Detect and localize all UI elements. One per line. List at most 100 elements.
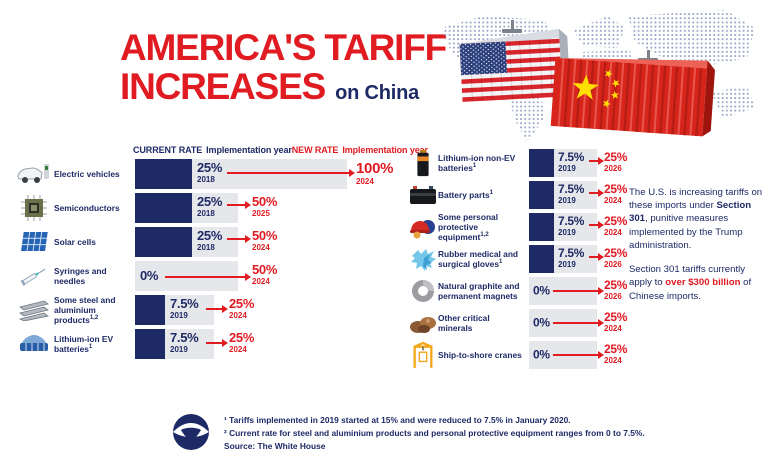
title-line2: INCREASES [120,66,326,108]
footnote-marker: 1 [88,344,93,351]
increase-arrow-icon [589,157,604,165]
footnote-marker: 1,2 [89,315,99,322]
new-rate-value: 50% [252,194,278,209]
row-label: Ship-to-shore cranes [438,349,522,360]
current-rate: 0% [533,285,550,298]
current-rate: 25% 2018 [197,161,222,184]
china-flag-container [550,57,715,137]
current-rate-value: 0% [533,347,550,362]
new-rate: 25% 2024 [229,331,254,354]
tariff-row: Solar cells 25% 2018 50% 2024 [14,227,398,257]
new-rate: 25% 2024 [604,343,627,365]
current-rate-value: 7.5% [558,182,585,196]
new-rate-value: 25% [604,150,628,164]
increase-arrow-icon [227,169,355,177]
current-rate: 7.5% 2019 [558,151,584,173]
current-rate-value: 7.5% [558,246,585,260]
current-rate-fill [135,295,165,325]
new-impl-year-header: Implementation year [342,145,428,155]
current-rate-fill [135,227,192,257]
side-note: The U.S. is increasing tariffs on these … [629,186,765,314]
footnote-1: ¹ Tariffs implemented in 2019 started at… [224,415,571,425]
new-rate: 25% 2024 [604,183,627,205]
row-label: Natural graphite and permanent magnets [438,280,520,301]
current-rate-fill [529,181,554,209]
new-rate-year: 2026 [604,163,622,173]
tariff-row: Lithium-ion EV batteries1 7.5% 2019 25% 2024 [14,329,398,359]
current-rate: 0% [140,269,159,283]
tariff-row: Other critical minerals 0% 25% 2024 [408,309,644,337]
current-rate-year: 2018 [197,174,215,184]
current-rate-year: 2019 [558,163,576,173]
magnet-ring-icon [408,278,438,304]
title-line1: AMERICA'S TARIFF [120,27,447,68]
side-note-paragraph-2: Section 301 tariffs currently apply to o… [629,264,752,302]
new-rate: 25% 2024 [229,297,254,320]
rate-bar: 7.5% 2019 25% 2024 [529,181,647,209]
new-rate-year: 2024 [604,195,622,205]
tariff-row: Some personal protective equipment1,2 7.5… [408,212,647,242]
car-battery-icon [408,182,438,208]
new-rate-year: 2024 [356,176,374,186]
new-rate: 25% 2026 [604,247,627,269]
current-rate-value: 7.5% [170,296,199,311]
current-rate-fill [135,193,192,223]
row-label: Electric vehicles [54,168,120,179]
minerals-icon [408,310,438,336]
current-rate-value: 25% [197,194,223,209]
new-rate-value: 50% [252,262,278,277]
rate-bar: 0% 50% 2024 [135,261,401,291]
increase-arrow-icon [165,273,251,281]
semiconductor-icon [14,193,54,223]
row-label: Other critical minerals [438,312,490,333]
current-rate-value: 25% [197,228,223,243]
new-rate-year: 2026 [604,291,622,301]
rate-bar: 7.5% 2019 25% 2026 [529,149,647,177]
increase-arrow-icon [206,305,228,313]
current-rate-value: 0% [533,315,550,330]
tariff-row: Some steel and aluminium products1,2 7.5%… [14,295,398,325]
rate-bar: 7.5% 2019 25% 2026 [529,245,647,273]
new-rate-year: 2024 [604,227,622,237]
rate-bar: 7.5% 2019 25% 2024 [529,213,647,241]
new-rate-year: 2024 [604,355,622,365]
rate-bar: 0% 25% 2024 [529,309,647,337]
increase-arrow-icon [227,201,251,209]
current-rate-fill [135,329,165,359]
china-flag-stars [572,69,620,108]
tariff-row: Ship-to-shore cranes 0% 25% 2024 [408,341,644,369]
syringe-icon [14,261,54,291]
footnote-marker: 1 [489,190,494,197]
us-china-containers-illustration [441,10,755,142]
rate-bar: 0% 25% 2024 [529,341,647,369]
tariff-row: Battery parts1 7.5% 2019 25% 2024 [408,181,644,209]
new-rate: 25% 2024 [604,311,627,333]
current-rate-year: 2019 [170,310,188,320]
new-rate-year: 2024 [229,344,247,354]
current-rate-header: CURRENT RATE [133,145,203,155]
gloves-icon [408,246,438,272]
increase-arrow-icon [206,339,228,347]
rate-bar: 25% 2018 50% 2024 [135,227,401,257]
footnote-2: ² Current rate for steel and aluminium p… [224,428,645,439]
row-label: Semiconductors [54,202,120,213]
imports-value-highlight: over $300 billion [665,277,741,289]
row-label: Lithium-ion non-EV batteries1 [438,152,516,173]
new-rate: 50% 2024 [252,229,277,252]
tariff-row: Semiconductors 25% 2018 50% 2025 [14,193,398,223]
tariff-row: Rubber medical and surgical gloves1 7.5% 2… [408,245,644,273]
current-rate-value: 7.5% [558,214,585,228]
increase-arrow-icon [589,189,604,197]
current-impl-year-header: Implementation year [206,145,292,155]
increase-arrow-icon [553,351,604,359]
new-rate-value: 25% [604,182,628,196]
new-rate-year: 2026 [604,259,622,269]
current-rate-year: 2018 [197,208,215,218]
increase-arrow-icon [589,253,604,261]
current-rate: 0% [533,317,550,330]
row-label: Rubber medical and surgical gloves1 [438,248,519,269]
current-rate: 7.5% 2019 [558,183,584,205]
rate-bar: 25% 2018 50% 2025 [135,193,401,223]
current-rate-fill [135,159,192,189]
increase-arrow-icon [589,221,604,229]
